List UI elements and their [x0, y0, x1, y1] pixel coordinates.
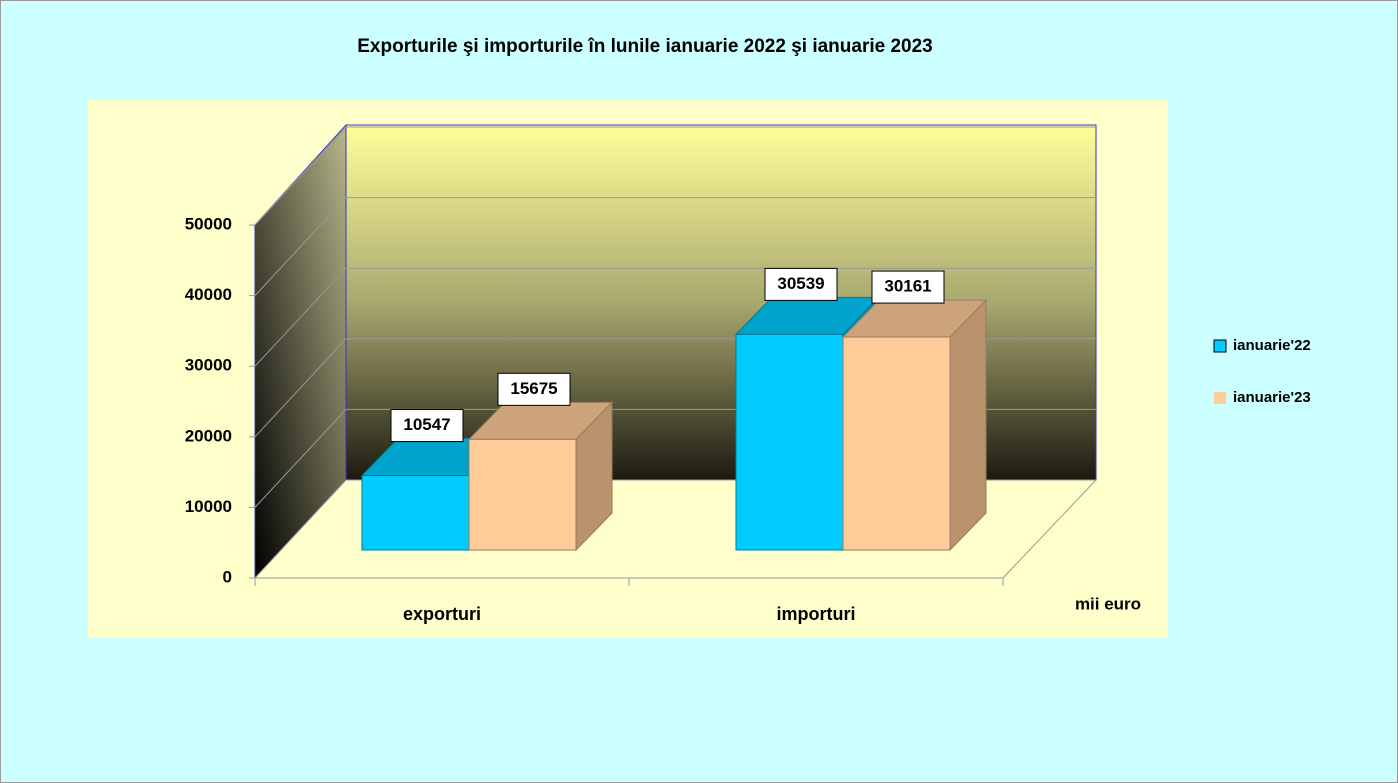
x-tick-label: importuri [777, 604, 856, 624]
grid-line [254, 126, 1096, 226]
grid-line [254, 267, 1096, 367]
y-tick-label: 10000 [185, 497, 232, 516]
x-tick-label: exporturi [403, 604, 481, 624]
data-label: 30161 [884, 277, 931, 296]
data-label-box [497, 372, 571, 406]
data-label-box [764, 267, 838, 301]
y-tick-label: 50000 [185, 214, 232, 233]
legend-label: ianuarie'22 [1233, 337, 1311, 354]
floor-edge [1002, 479, 1097, 579]
legend-label: ianuarie'23 [1233, 389, 1311, 406]
data-label: 30539 [777, 274, 824, 293]
data-label: 10547 [403, 415, 450, 434]
unit-label: mii euro [1075, 594, 1141, 613]
y-tick-label: 30000 [185, 356, 232, 375]
bar [468, 438, 577, 551]
y-tick-label: 20000 [185, 426, 232, 445]
bar [735, 333, 844, 551]
data-label-box [871, 270, 945, 304]
grid-line [254, 197, 1096, 296]
chart-title: Exporturile şi importurile în lunile ian… [357, 36, 933, 57]
data-label: 15675 [510, 379, 557, 398]
y-tick-label: 0 [223, 567, 232, 586]
data-label-box [390, 409, 464, 443]
legend-swatch [1214, 392, 1226, 404]
legend-swatch [1213, 339, 1227, 353]
bar-side [949, 298, 987, 552]
y-tick-label: 40000 [185, 285, 232, 304]
bar [842, 336, 951, 551]
bar [361, 475, 470, 551]
